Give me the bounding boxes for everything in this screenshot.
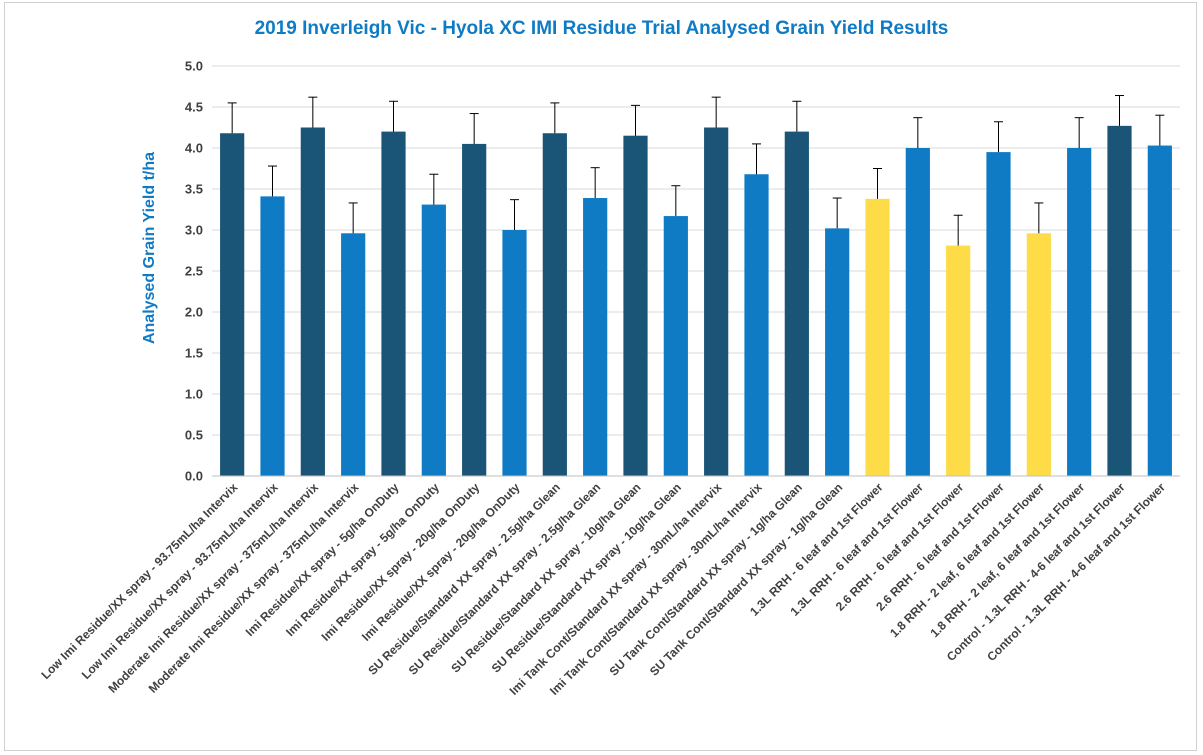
- error-bar: [268, 165, 277, 197]
- bar: [744, 174, 769, 477]
- bar: [663, 216, 688, 476]
- bar: [421, 204, 446, 476]
- bar: [341, 233, 366, 476]
- error-bars: [227, 95, 1165, 246]
- error-bar: [469, 113, 479, 144]
- bar: [825, 228, 850, 476]
- bar: [300, 127, 325, 476]
- gridlines: [212, 65, 1180, 477]
- bar: [784, 131, 809, 476]
- y-tick-label: 0.5: [185, 428, 203, 443]
- y-tick-label: 5.0: [185, 59, 203, 74]
- x-tick-label: SU Residue/Standard XX spray - 10g/ha Gl…: [489, 480, 684, 675]
- y-axis-label: Analysed Grain Yield t/ha: [141, 152, 158, 344]
- bar: [623, 135, 648, 476]
- y-tick-label: 1.0: [185, 387, 203, 402]
- y-tick-label: 0.0: [185, 469, 203, 484]
- bar: [462, 143, 487, 476]
- bar: [1107, 125, 1132, 477]
- y-tick-label: 3.5: [185, 182, 203, 197]
- y-tick-label: 3.0: [185, 223, 203, 238]
- x-tick-label: SU Residue/Standard XX spray - 2.5g/ha G…: [406, 480, 604, 678]
- bar: [583, 198, 608, 476]
- error-bar: [1034, 202, 1044, 234]
- bar: [946, 245, 971, 476]
- error-bar: [1155, 114, 1165, 146]
- bars: [220, 125, 1172, 477]
- error-bar: [227, 102, 237, 134]
- bar: [1026, 233, 1051, 476]
- chart-title: 2019 Inverleigh Vic - Hyola XC IMI Resid…: [254, 18, 949, 39]
- error-bar: [550, 102, 560, 134]
- bar: [381, 131, 406, 476]
- x-tick-label: SU Residue/Standard XX spray - 2.5g/ha G…: [365, 480, 563, 678]
- bar: [865, 198, 890, 476]
- bar: [542, 133, 567, 477]
- error-bar: [752, 143, 761, 175]
- error-bar: [590, 167, 600, 199]
- error-bar: [671, 185, 681, 217]
- error-bar: [429, 173, 439, 205]
- bar: [220, 133, 245, 477]
- error-bar: [1074, 117, 1084, 148]
- bar: [260, 196, 285, 476]
- bar: [986, 152, 1011, 476]
- bar: [1067, 148, 1092, 476]
- error-bar: [348, 202, 358, 234]
- y-tick-label: 4.0: [185, 141, 203, 156]
- error-bar: [711, 96, 721, 128]
- error-bar: [873, 168, 882, 199]
- bar: [502, 230, 527, 476]
- bar: [704, 127, 729, 476]
- error-bar: [1115, 95, 1124, 126]
- y-tick-label: 1.5: [185, 346, 203, 361]
- error-bar: [792, 100, 802, 132]
- y-tick-label: 4.5: [185, 100, 203, 115]
- error-bar: [953, 214, 963, 246]
- error-bar: [913, 117, 923, 148]
- error-bar: [631, 104, 640, 136]
- error-bar: [510, 199, 519, 230]
- y-tick-label: 2.0: [185, 305, 203, 320]
- error-bar: [832, 197, 842, 229]
- error-bar: [308, 96, 318, 128]
- error-bar: [389, 100, 398, 132]
- bar: [905, 148, 930, 476]
- bar: [1147, 145, 1172, 477]
- error-bar: [994, 121, 1003, 153]
- y-tick-label: 2.5: [185, 264, 203, 279]
- x-tick-label: SU Residue/Standard XX spray - 10g/ha Gl…: [448, 480, 643, 675]
